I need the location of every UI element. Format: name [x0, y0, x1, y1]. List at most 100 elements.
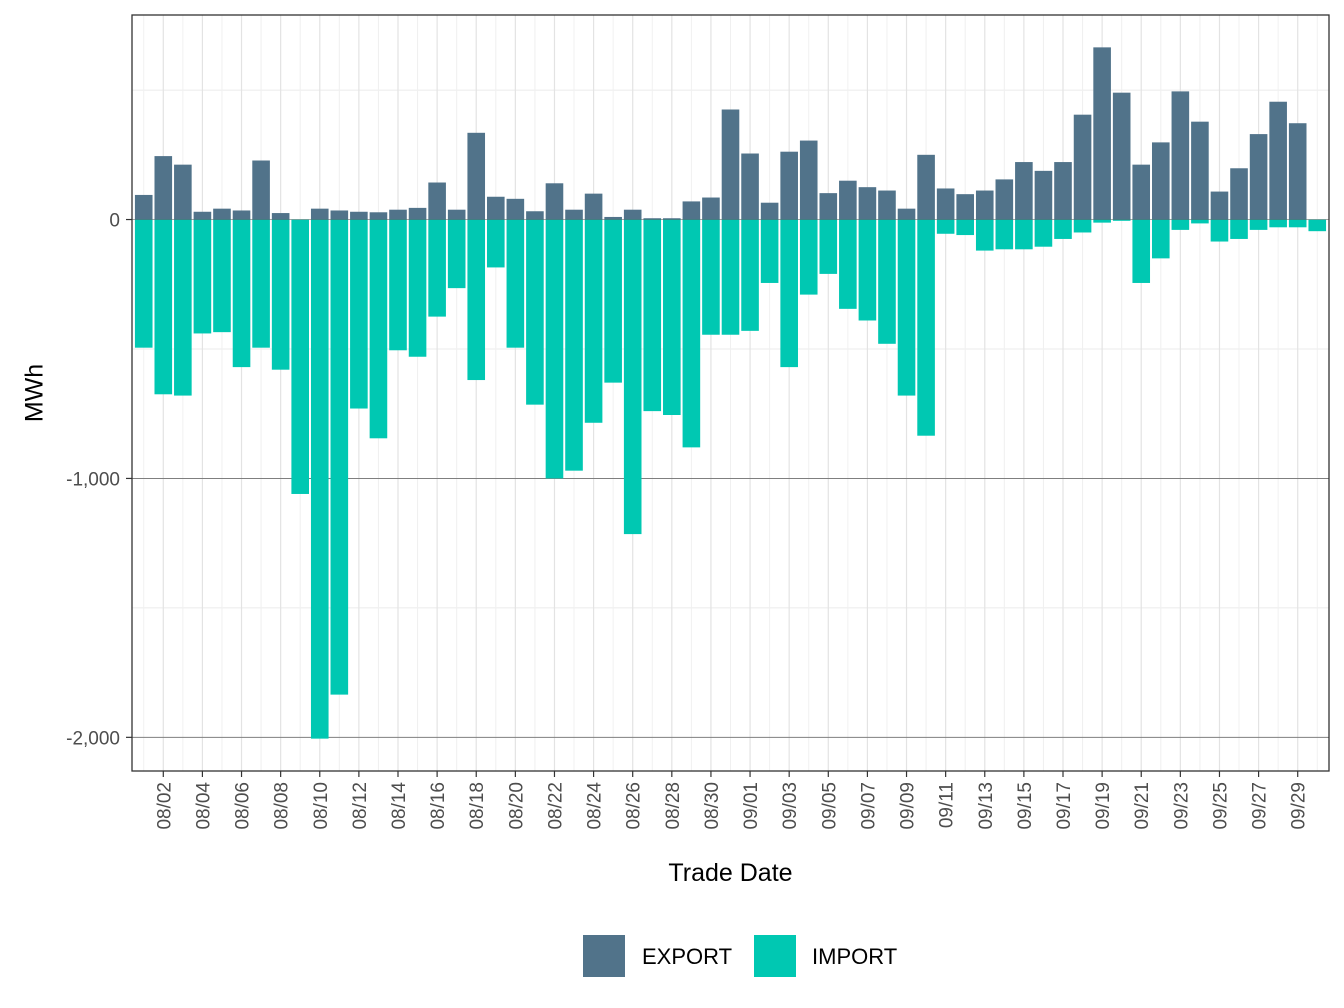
bar-export-08-16: [428, 182, 446, 220]
bar-import-09-18: [1073, 219, 1092, 233]
bar-export-09-17: [1054, 162, 1072, 220]
bar-export-09-28: [1269, 101, 1287, 220]
bar-import-09-22: [1151, 219, 1170, 259]
bar-export-08-04: [193, 211, 212, 220]
bar-import-09-28: [1269, 219, 1287, 228]
bar-export-08-12: [350, 211, 368, 220]
x-tick-label: 08/02: [154, 782, 175, 830]
bar-import-08-27: [643, 219, 662, 412]
x-tick-label: 08/24: [585, 782, 606, 830]
bar-import-09-11: [936, 219, 955, 234]
x-tick-label: 08/04: [193, 782, 214, 830]
bar-import-09-19: [1093, 219, 1111, 223]
bar-export-08-28: [663, 218, 681, 220]
bar-import-08-16: [428, 219, 446, 317]
bar-import-09-26: [1230, 219, 1248, 239]
x-tick-label: 08/28: [663, 782, 684, 830]
bar-import-09-10: [917, 219, 935, 436]
x-tick-label: 09/01: [741, 782, 762, 830]
x-tick-label: 09/17: [1054, 782, 1075, 830]
bar-export-09-01: [741, 153, 759, 220]
x-tick-label: 09/03: [780, 782, 801, 830]
bar-import-09-21: [1132, 219, 1151, 283]
bar-export-08-26: [623, 209, 642, 220]
bar-export-09-20: [1112, 92, 1131, 220]
bar-export-08-17: [447, 209, 466, 220]
x-tick-label: 08/26: [624, 782, 645, 830]
bar-import-08-06: [232, 219, 251, 368]
y-tick-label: 0: [109, 211, 120, 232]
bar-export-08-20: [506, 198, 525, 220]
legend: EXPORT IMPORT: [583, 935, 897, 977]
bar-export-08-18: [467, 132, 486, 220]
legend-label-import: IMPORT: [812, 944, 897, 969]
x-tick-label: 08/16: [428, 782, 449, 830]
x-tick-label: 09/19: [1093, 782, 1114, 830]
x-tick-label: 09/25: [1210, 782, 1231, 830]
x-axis-title: Trade Date: [668, 859, 792, 887]
bar-import-09-17: [1054, 219, 1072, 239]
bar-export-09-08: [878, 190, 896, 220]
x-tick-label: 08/30: [702, 782, 723, 830]
bar-import-08-02: [154, 219, 173, 395]
bar-import-09-02: [760, 219, 779, 283]
bar-export-09-15: [1015, 162, 1033, 220]
bars: [132, 47, 1329, 739]
bar-import-09-30: [1308, 219, 1327, 232]
bar-export-08-31: [721, 109, 740, 220]
x-tick-label: 08/08: [272, 782, 293, 830]
bar-import-09-27: [1249, 219, 1268, 230]
x-tick-label: 08/20: [506, 782, 527, 830]
bar-import-08-20: [506, 219, 525, 348]
bar-import-08-21: [526, 219, 544, 405]
legend-label-export: EXPORT: [642, 944, 732, 969]
bar-export-09-12: [956, 194, 974, 220]
y-tick-label: -1,000: [66, 469, 120, 490]
legend-swatch-export: [583, 935, 625, 977]
bar-import-09-15: [1015, 219, 1033, 250]
bar-import-08-12: [350, 219, 368, 409]
x-tick-label: 09/15: [1015, 782, 1036, 830]
bar-export-09-18: [1073, 114, 1092, 220]
bar-import-08-25: [604, 219, 622, 383]
bar-import-08-09: [291, 219, 309, 494]
bar-import-09-09: [897, 219, 916, 396]
bar-import-08-26: [623, 219, 642, 535]
bar-import-09-13: [975, 219, 994, 251]
bar-export-08-30: [702, 197, 720, 220]
bar-export-09-13: [975, 190, 994, 220]
bar-import-09-05: [819, 219, 838, 274]
x-tick-label: 09/13: [976, 782, 997, 830]
bar-export-08-24: [584, 193, 603, 220]
y-axis-title: MWh: [21, 364, 49, 422]
bar-import-09-29: [1288, 219, 1307, 228]
bar-import-09-03: [780, 219, 798, 368]
bar-import-08-01: [134, 219, 153, 348]
bar-import-09-20: [1112, 219, 1131, 221]
bar-import-08-08: [271, 219, 290, 370]
x-tick-label: 08/06: [233, 782, 254, 830]
bar-export-08-15: [408, 207, 427, 220]
bar-import-08-22: [545, 219, 564, 479]
x-tick-label: 09/05: [819, 782, 840, 830]
x-tick-label: 08/14: [389, 782, 410, 830]
x-tick-label: 08/10: [311, 782, 332, 830]
bar-export-08-11: [330, 210, 349, 220]
bar-import-08-24: [584, 219, 603, 423]
bar-import-09-23: [1171, 219, 1190, 230]
bar-import-09-04: [799, 219, 818, 295]
bar-import-08-10: [310, 219, 329, 739]
x-tick-label: 08/18: [467, 782, 488, 830]
bar-export-09-05: [819, 193, 838, 220]
bar-export-08-02: [154, 156, 173, 220]
bar-export-08-08: [271, 213, 290, 220]
bar-export-09-19: [1093, 47, 1111, 220]
bar-import-09-12: [956, 219, 974, 236]
bar-export-09-21: [1132, 164, 1151, 220]
bar-export-08-23: [565, 209, 583, 220]
bar-import-09-24: [1191, 219, 1209, 224]
bar-import-09-16: [1034, 219, 1053, 247]
y-tick-label: -2,000: [66, 728, 120, 749]
bar-import-08-14: [389, 219, 407, 351]
